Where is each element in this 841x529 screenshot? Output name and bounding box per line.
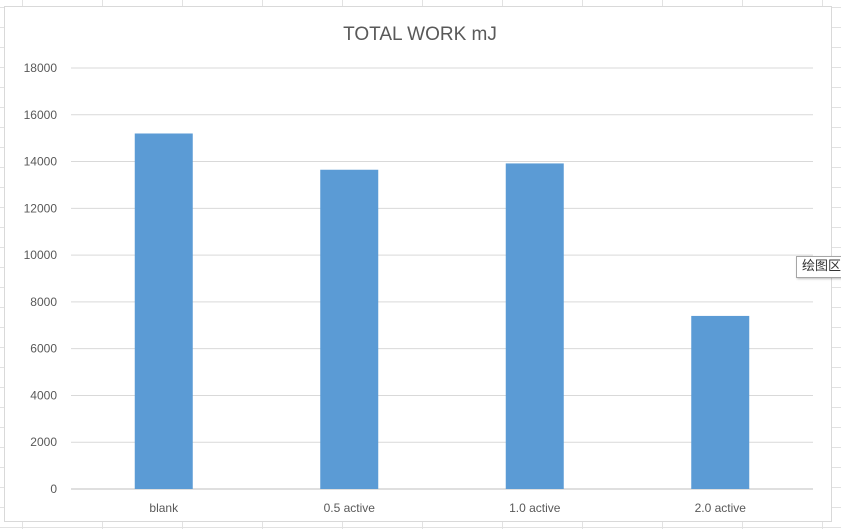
chart-area[interactable]: TOTAL WORK mJ 0 2000 4000 6000 8000 10000 1200… — [4, 6, 832, 522]
x-tick-label: blank — [149, 501, 179, 515]
bars — [134, 133, 750, 489]
y-tick-label: 0 — [50, 482, 57, 496]
bar-2-0-active — [691, 315, 750, 489]
bar-chart: TOTAL WORK mJ 0 2000 4000 6000 8000 10000 1200… — [24, 24, 813, 515]
y-tick-label: 14000 — [24, 155, 58, 169]
y-tick-label: 18000 — [24, 61, 58, 75]
plot-area-tooltip: 绘图区 — [796, 256, 841, 278]
x-tick-label: 0.5 active — [324, 501, 376, 515]
bar-0-5-active — [320, 169, 379, 489]
x-axis-ticks: blank 0.5 active 1.0 active 2.0 active — [149, 501, 746, 515]
y-tick-label: 16000 — [24, 108, 58, 122]
y-tick-label: 4000 — [30, 388, 57, 402]
x-tick-label: 1.0 active — [509, 501, 561, 515]
gridlines — [71, 67, 813, 490]
y-axis-ticks: 0 2000 4000 6000 8000 10000 12000 14000 16000 180… — [24, 61, 58, 496]
y-tick-label: 12000 — [24, 201, 58, 215]
chart-title: TOTAL WORK mJ — [343, 24, 497, 45]
bar-blank — [134, 133, 193, 489]
y-tick-label: 6000 — [30, 342, 57, 356]
y-tick-label: 10000 — [24, 248, 58, 262]
bar-1-0-active — [505, 163, 564, 489]
y-tick-label: 8000 — [30, 295, 57, 309]
x-tick-label: 2.0 active — [695, 501, 747, 515]
y-tick-label: 2000 — [30, 435, 57, 449]
